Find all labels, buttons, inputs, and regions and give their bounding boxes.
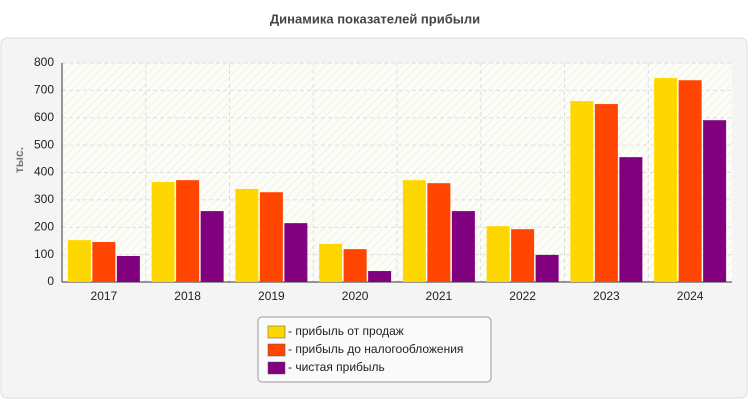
y-tick-label: 0 — [47, 274, 54, 288]
bar — [402, 180, 426, 282]
y-tick-label: 100 — [34, 247, 54, 261]
bar — [535, 254, 559, 282]
bar — [200, 211, 224, 282]
bar — [67, 240, 91, 282]
bar — [92, 242, 116, 282]
bar — [259, 192, 283, 282]
legend-label: - прибыль до налогообложения — [288, 342, 463, 356]
y-tick-label: 400 — [34, 165, 54, 179]
bar — [116, 255, 140, 282]
legend-swatch — [267, 343, 286, 357]
y-tick-label: 500 — [34, 137, 54, 151]
chart-title: Динамика показателей прибыли — [270, 11, 480, 26]
x-tick-label: 2023 — [593, 289, 620, 303]
bar — [368, 271, 392, 282]
bar — [284, 223, 308, 282]
y-tick-label: 200 — [34, 219, 54, 233]
bar — [570, 101, 594, 283]
bar — [451, 211, 475, 282]
x-tick-label: 2020 — [342, 289, 369, 303]
bar — [594, 104, 618, 282]
bar — [654, 78, 678, 283]
bar — [619, 157, 643, 282]
x-tick-label: 2018 — [174, 289, 201, 303]
x-tick-label: 2017 — [91, 289, 118, 303]
y-tick-label: 600 — [34, 110, 54, 124]
y-tick-label: 300 — [34, 192, 54, 206]
bar — [151, 182, 175, 282]
x-tick-label: 2022 — [509, 289, 536, 303]
legend-label: - прибыль от продаж — [288, 324, 404, 338]
bar — [176, 180, 200, 282]
bar — [319, 243, 343, 282]
legend-swatch — [267, 361, 286, 375]
bar — [486, 226, 510, 282]
y-tick-label: 700 — [34, 83, 54, 97]
bar — [678, 80, 702, 282]
x-tick-label: 2019 — [258, 289, 285, 303]
x-tick-label: 2021 — [426, 289, 453, 303]
bar — [427, 183, 451, 282]
bar — [703, 120, 727, 283]
bar — [235, 188, 259, 282]
bar — [511, 229, 535, 282]
y-tick-label: 800 — [34, 55, 54, 69]
x-tick-label: 2024 — [677, 289, 704, 303]
bar — [343, 249, 367, 282]
legend-swatch — [267, 325, 286, 339]
y-axis-label: тыс. — [12, 147, 26, 173]
legend — [257, 316, 492, 383]
legend-label: - чистая прибыль — [288, 360, 385, 374]
